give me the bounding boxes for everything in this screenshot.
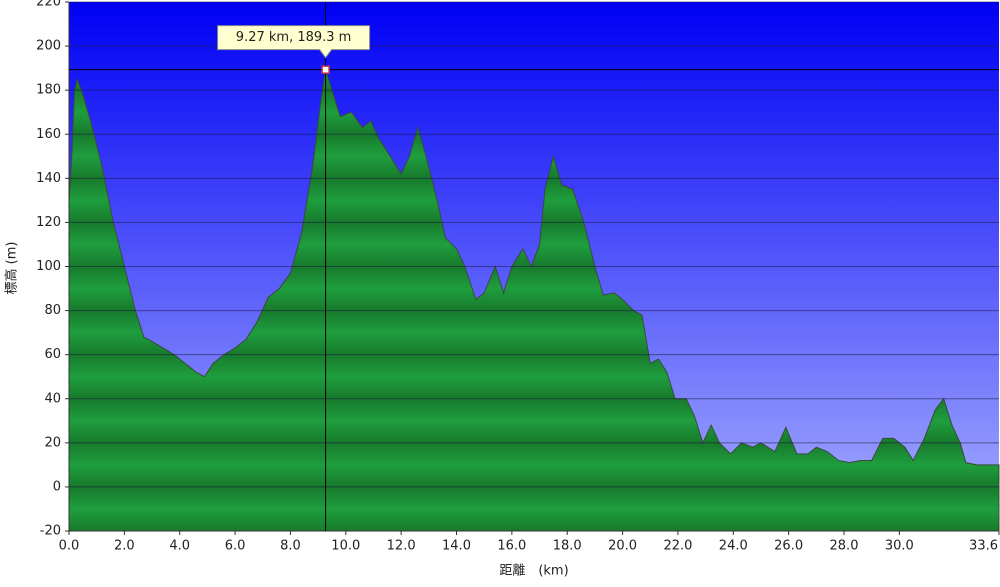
- plot: [68, 69, 1000, 532]
- x-axis-label: 距離 (km): [499, 564, 568, 579]
- x-tick-label: 6.0: [225, 539, 246, 554]
- y-tick-label: 200: [36, 39, 61, 54]
- x-tick-label: 28.0: [830, 539, 859, 554]
- y-tick-label: 100: [36, 259, 61, 274]
- y-tick-label: 160: [36, 127, 61, 142]
- x-tick-label: 10.0: [331, 539, 360, 554]
- x-tick-label: 24.0: [719, 539, 748, 554]
- x-tick-label: 0.0: [59, 539, 80, 554]
- tooltip-box: [217, 25, 371, 59]
- x-tick-label: 4.0: [169, 539, 190, 554]
- y-tick-label: 140: [36, 171, 61, 186]
- x-tick-label: 18.0: [553, 539, 582, 554]
- y-tick-label: -20: [40, 524, 61, 539]
- y-axis-label: 標高 (m): [4, 242, 20, 295]
- y-tick-label: 120: [36, 215, 61, 230]
- x-tick-label: 30.0: [885, 539, 914, 554]
- y-tick-label: 40: [44, 391, 61, 406]
- y-tick-label: 180: [36, 83, 61, 98]
- crosshair-marker: [321, 65, 330, 74]
- x-tick-label: 16.0: [497, 539, 526, 554]
- y-tick-label: 220: [36, 0, 61, 10]
- y-tick-label: 80: [44, 303, 61, 318]
- x-tick-label: 20.0: [608, 539, 637, 554]
- x-tick-label: 8.0: [280, 539, 301, 554]
- y-tick-label: 60: [44, 347, 61, 362]
- tooltip-text: 9.27 km, 189.3 m: [236, 30, 352, 45]
- elevation-area: [68, 69, 1000, 532]
- x-tick-label: 14.0: [442, 539, 471, 554]
- y-tick-label: 0: [53, 479, 61, 494]
- x-tick-label: 33.6: [969, 539, 998, 554]
- x-tick-label: 2.0: [114, 539, 135, 554]
- x-tick-label: 22.0: [663, 539, 692, 554]
- y-tick-label: 20: [44, 435, 61, 450]
- x-tick-label: 26.0: [774, 539, 803, 554]
- x-tick-label: 12.0: [387, 539, 416, 554]
